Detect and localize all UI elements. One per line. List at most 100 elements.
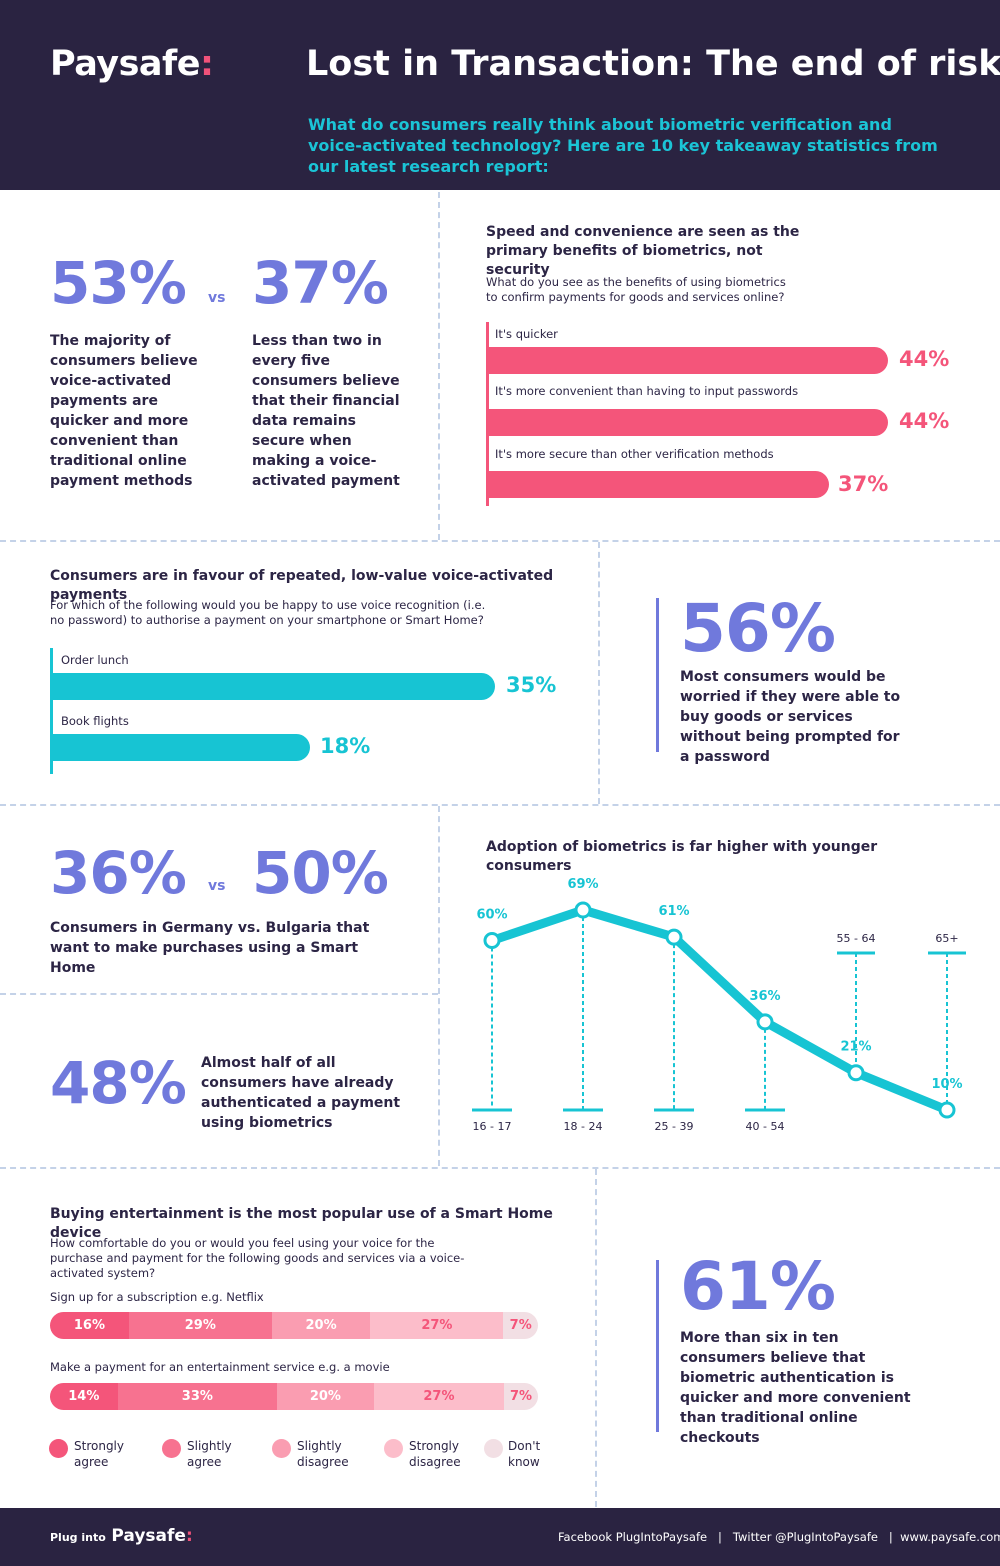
stat-36-value: 36% xyxy=(50,839,187,907)
row-label-movie: Make a payment for an entertainment serv… xyxy=(50,1360,390,1374)
page-title: Lost in Transaction: The end of risk? xyxy=(306,44,1000,84)
footer-links: Facebook PlugIntoPaysafe | Twitter @Plug… xyxy=(558,1530,1000,1544)
benefits-axis xyxy=(486,322,489,506)
legend-swatch-dont-know xyxy=(484,1439,503,1458)
stat-48-value: 48% xyxy=(50,1049,187,1117)
vs-label: vs xyxy=(208,290,226,306)
age-label: 18 - 24 xyxy=(564,1120,603,1133)
stat-36-description: Consumers in Germany vs. Bulgaria that w… xyxy=(50,920,370,976)
benefit-label-secure: It's more secure than other verification… xyxy=(495,447,774,461)
legend-swatch-strongly-agree xyxy=(49,1439,68,1458)
header xyxy=(0,0,1000,190)
benefit-label-quicker: It's quicker xyxy=(495,327,558,341)
divider xyxy=(438,192,440,540)
stat-53-value: 53% xyxy=(50,249,187,317)
legend-swatch-slightly-disagree xyxy=(272,1439,291,1458)
benefit-pct-quicker: 44% xyxy=(899,347,950,371)
divider xyxy=(598,542,600,804)
age-label: 16 - 17 xyxy=(473,1120,512,1133)
age-label: 55 - 64 xyxy=(837,932,876,945)
vs-label: vs xyxy=(208,878,226,894)
divider xyxy=(438,806,440,1166)
age-label: 65+ xyxy=(935,932,958,945)
benefit-bar-secure xyxy=(489,471,829,498)
benefit-pct-convenient: 44% xyxy=(899,409,950,433)
stacked-segment: 27% xyxy=(370,1312,504,1339)
series-line xyxy=(487,905,952,1115)
data-point xyxy=(938,1101,956,1119)
row-label-subscription: Sign up for a subscription e.g. Netflix xyxy=(50,1290,264,1304)
stat-61-description: More than six in ten consumers believe t… xyxy=(680,1330,911,1446)
voice-title: Consumers are in favour of repeated, low… xyxy=(50,568,554,603)
stacked-segment: 7% xyxy=(503,1312,538,1339)
data-label: 21% xyxy=(840,1040,871,1055)
stacked-bar-movie: 14% 33% 20% 27% 7% xyxy=(50,1383,538,1410)
stat-56-value: 56% xyxy=(680,590,836,667)
chart-title: Adoption of biometrics is far higher wit… xyxy=(486,839,878,874)
stacked-bar-subscription: 16% 29% 20% 27% 7% xyxy=(50,1312,538,1339)
benefit-bar-quicker xyxy=(489,347,888,374)
legend-label-strongly-agree: Strongly agree xyxy=(74,1439,124,1469)
entertainment-title: Buying entertainment is the most popular… xyxy=(50,1206,553,1241)
logo-colon: : xyxy=(199,44,214,84)
data-point xyxy=(665,928,683,946)
age-label: 25 - 39 xyxy=(655,1120,694,1133)
stat-37-description: Less than two in every five consumers be… xyxy=(252,333,400,489)
voice-label-flights: Book flights xyxy=(61,714,129,728)
benefit-label-convenient: It's more convenient than having to inpu… xyxy=(495,384,799,398)
data-point xyxy=(574,901,592,919)
data-label: 61% xyxy=(658,904,689,919)
voice-axis xyxy=(50,648,53,774)
data-point xyxy=(483,932,501,950)
stat-48-description: Almost half of all consumers have alread… xyxy=(201,1055,401,1131)
divider xyxy=(0,1167,1000,1169)
footer-brand-colon: : xyxy=(185,1526,193,1546)
voice-pct-lunch: 35% xyxy=(506,673,557,697)
divider xyxy=(0,540,1000,542)
voice-pct-flights: 18% xyxy=(320,734,371,758)
benefits-question: What do you see as the benefits of using… xyxy=(486,275,786,304)
age-adoption-chart: 60% 16 - 17 69% 18 - 24 61% 25 - 39 36% 40 - 54… xyxy=(472,877,966,1133)
legend-label-slightly-agree: Slightly agree xyxy=(187,1439,232,1469)
accent-bar xyxy=(656,598,659,752)
stacked-segment: 20% xyxy=(271,1312,371,1339)
benefit-pct-secure: 37% xyxy=(838,472,889,496)
legend-label-dont-know: Don't know xyxy=(508,1439,541,1469)
stacked-segment: 7% xyxy=(504,1383,538,1410)
divider xyxy=(595,1169,597,1507)
accent-bar xyxy=(656,1260,659,1432)
stacked-segment: 29% xyxy=(128,1312,272,1339)
legend-label-slightly-disagree: Slightly disagree xyxy=(297,1439,349,1469)
entertainment-question: How comfortable do you or would you feel… xyxy=(50,1236,465,1280)
stacked-segment: 27% xyxy=(373,1383,505,1410)
divider xyxy=(0,804,1000,806)
voice-bar-flights xyxy=(53,734,310,761)
data-point xyxy=(847,1064,865,1082)
data-label: 69% xyxy=(567,877,598,892)
stat-61-value: 61% xyxy=(680,1248,836,1325)
footer-logo: Plug into Paysafe: xyxy=(50,1526,193,1546)
paysafe-logo: Paysafe: xyxy=(50,44,214,84)
stat-50-value: 50% xyxy=(252,839,389,907)
stat-53-description: The majority of consumers believe voice-… xyxy=(50,333,198,489)
benefits-title: Speed and convenience are seen as the pr… xyxy=(486,224,800,278)
page-subtitle: What do consumers really think about bio… xyxy=(308,115,938,176)
data-label: 36% xyxy=(749,989,780,1004)
stat-56-description: Most consumers would be worried if they … xyxy=(680,669,901,765)
footer xyxy=(0,1508,1000,1566)
footer-brand-text: Paysafe xyxy=(111,1526,186,1546)
stacked-segment: 16% xyxy=(50,1312,129,1339)
data-label: 10% xyxy=(931,1077,962,1092)
stacked-segment: 14% xyxy=(50,1383,118,1410)
stat-37-value: 37% xyxy=(252,249,389,317)
footer-plug-text: Plug into xyxy=(50,1531,106,1544)
age-label: 40 - 54 xyxy=(746,1120,785,1133)
voice-question: For which of the following would you be … xyxy=(50,598,486,627)
legend-label-strongly-disagree: Strongly disagree xyxy=(409,1439,461,1469)
legend-swatch-slightly-agree xyxy=(162,1439,181,1458)
benefit-bar-convenient xyxy=(489,409,888,436)
data-label: 60% xyxy=(476,908,507,923)
divider xyxy=(0,993,438,995)
stacked-segment: 20% xyxy=(277,1383,374,1410)
legend-swatch-strongly-disagree xyxy=(384,1439,403,1458)
